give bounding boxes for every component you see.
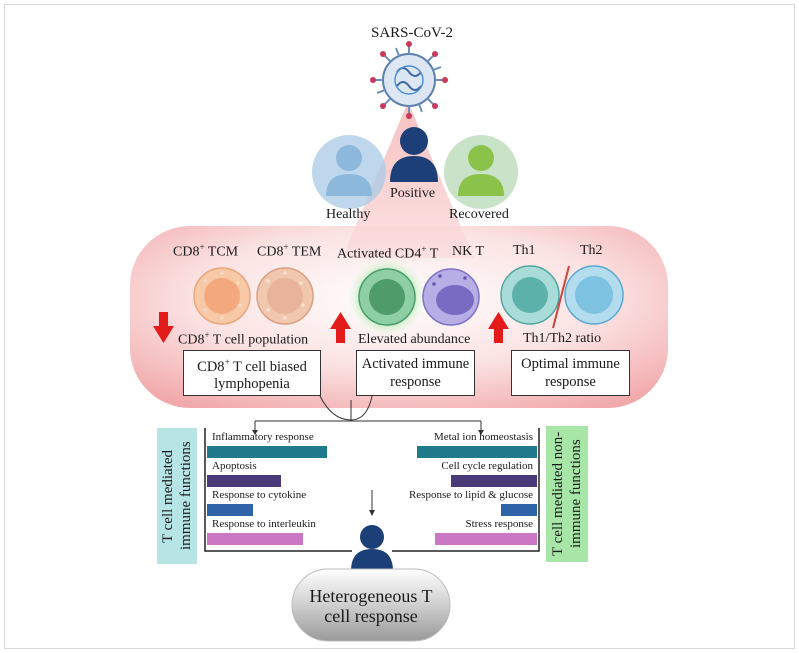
cd8-population-label: CD8+ T cell population: [178, 330, 309, 348]
down-arrow-icon: [153, 312, 174, 343]
non-immune-bar: [451, 475, 537, 487]
immune-axis: [204, 428, 352, 552]
non-immune-axis: [392, 428, 540, 552]
th2-label: Th2: [580, 243, 603, 258]
immune-bar-label: Inflammatory response: [212, 431, 314, 443]
ratio-slash: [552, 265, 570, 329]
non-immune-bar: [435, 533, 537, 545]
nk-t-cell-icon: [422, 268, 480, 326]
non-immune-bar-label: Response to lipid & glucose: [408, 489, 533, 501]
th1-cell-icon: [500, 265, 560, 325]
non-immune-bar-label: Metal ion homeostasis: [434, 431, 533, 443]
activated-response-box: Activated immune response: [356, 350, 475, 396]
non-immune-bar-label: Stress response: [465, 518, 533, 530]
cd8-tcm-cell-icon: [193, 267, 251, 325]
patient-icon: [351, 525, 393, 571]
elevated-abundance-label: Elevated abundance: [358, 332, 471, 347]
immune-bar-label: Apoptosis: [212, 460, 257, 472]
immune-bar-label: Response to interleukin: [212, 518, 316, 530]
virus-label: SARS-CoV-2: [371, 25, 453, 41]
cd8-tcm-label: CD8+ TCM: [173, 242, 239, 260]
nk-t-label: NK T: [452, 244, 485, 259]
cd8-tem-label: CD8+ TEM: [257, 242, 322, 260]
positive-person-icon: [390, 127, 438, 182]
immune-functions-label: T cell mediated immune functions: [157, 428, 197, 564]
result-box: [291, 568, 451, 642]
up-arrow-icon: [330, 312, 351, 343]
up-arrow-icon: [488, 312, 509, 343]
non-immune-bar: [501, 504, 537, 516]
merge-connector: [319, 381, 375, 421]
cd8-tem-cell-icon: [256, 267, 314, 325]
th1-label: Th1: [513, 243, 536, 258]
immune-bar: [207, 533, 303, 545]
lymphopenia-box: CD8+ T cell biased lymphopenia: [183, 350, 321, 396]
th2-cell-icon: [564, 265, 624, 325]
figure-frame: [4, 4, 795, 649]
virus-icon: [370, 41, 448, 119]
recovered-label: Recovered: [449, 207, 509, 222]
positive-label: Positive: [390, 186, 436, 201]
optimal-response-box: Optimal immune response: [511, 350, 630, 396]
immune-bar-label: Response to cytokine: [212, 489, 307, 501]
immune-bar: [207, 446, 327, 458]
result-label: Heterogeneous T cell response: [309, 586, 433, 626]
healthy-label: Healthy: [326, 207, 371, 222]
non-immune-functions-label: T cell mediated non-immune functions: [546, 426, 588, 562]
immune-bar: [207, 504, 253, 516]
activated-cd4-label: Activated CD4+ T: [337, 244, 439, 262]
recovered-person-icon: [444, 135, 518, 209]
th-ratio-label: Th1/Th2 ratio: [523, 331, 602, 346]
non-immune-bar-label: Cell cycle regulation: [441, 460, 533, 472]
immune-bar: [207, 475, 281, 487]
healthy-person-icon: [312, 135, 386, 209]
non-immune-bar: [417, 446, 537, 458]
activated-cd4-cell-icon: [358, 268, 416, 326]
